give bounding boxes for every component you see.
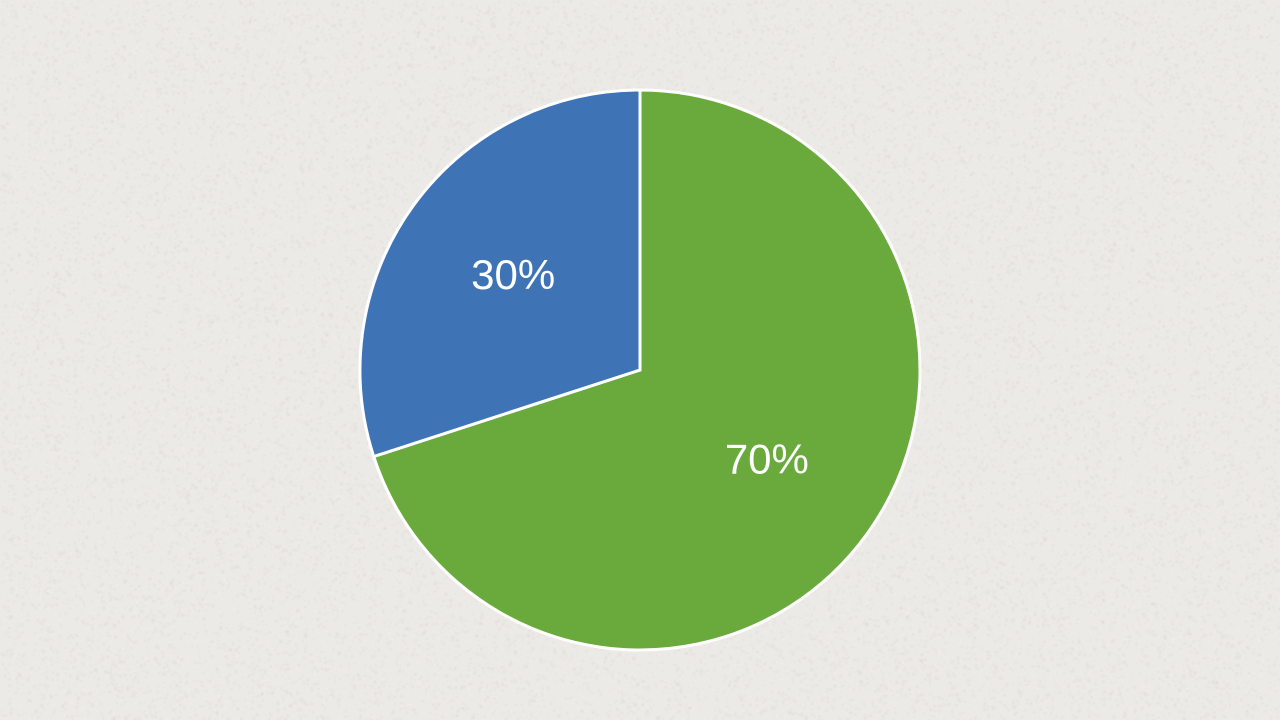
pie-slice-label-1: 30% [471,251,555,298]
pie-chart-container: 70% 30% [0,0,1280,720]
pie-slice-label-0: 70% [725,435,809,482]
pie-chart: 70% 30% [0,0,1280,720]
